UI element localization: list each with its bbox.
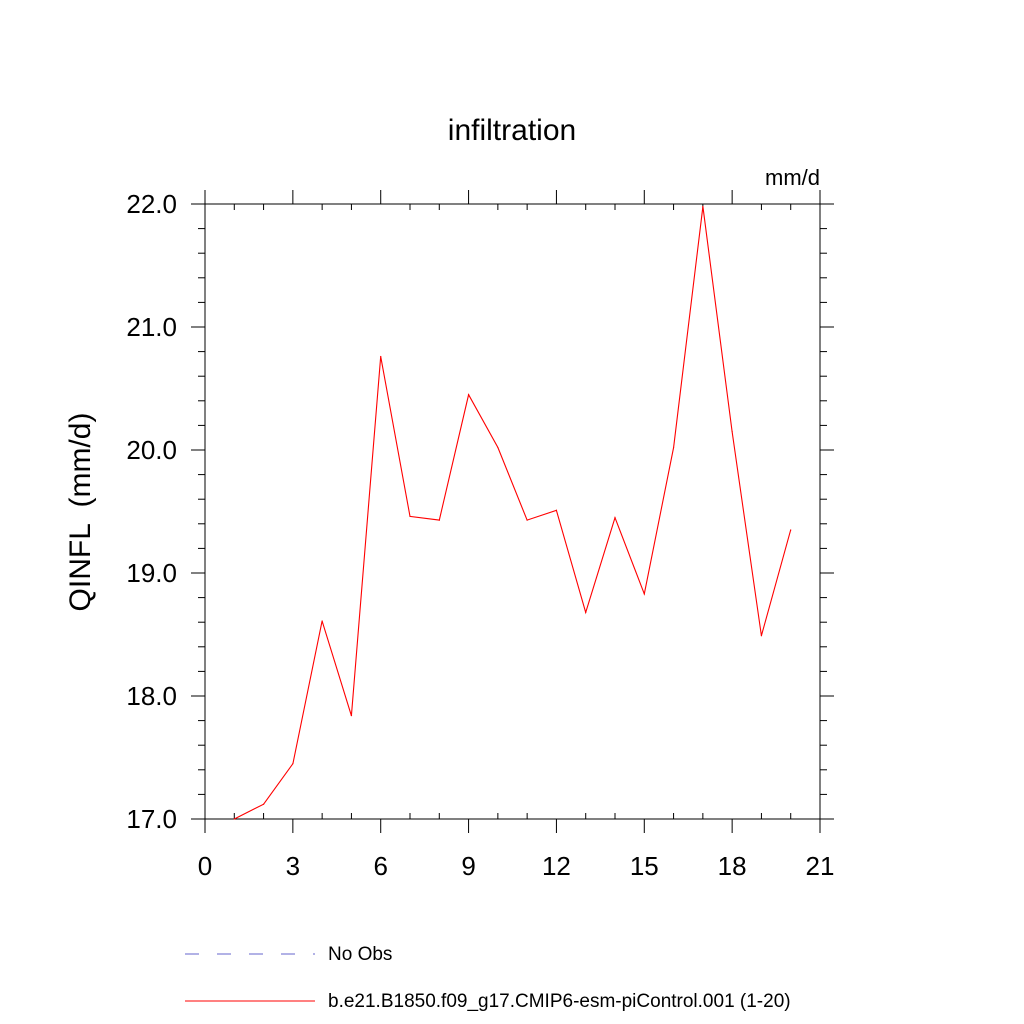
- data-point: [262, 803, 265, 805]
- x-tick-label: 9: [461, 851, 475, 881]
- data-point: [526, 519, 528, 521]
- plot-frame: [204, 203, 821, 820]
- data-point: [643, 593, 645, 595]
- data-point: [409, 515, 411, 518]
- legend-label-control-run: b.e21.B1850.f09_g17.CMIP6-esm-piControl.…: [328, 991, 791, 1012]
- x-tick-label: 6: [373, 851, 387, 881]
- data-point: [467, 394, 470, 396]
- x-tick-label: 15: [630, 851, 659, 881]
- data-point: [497, 446, 499, 449]
- y-tick-label: 21.0: [126, 312, 177, 342]
- x-tick-label: 21: [806, 851, 835, 881]
- axis-ticks: [191, 190, 834, 833]
- data-point: [672, 446, 675, 449]
- data-point: [731, 430, 733, 433]
- y-tick-label: 17.0: [126, 804, 177, 834]
- y-tick-label: 20.0: [126, 435, 177, 465]
- data-point: [760, 635, 763, 637]
- data-point: [321, 620, 323, 622]
- y-axis-label: QINFL (mm/d): [64, 413, 97, 612]
- chart-title: infiltration: [448, 114, 576, 147]
- x-tick-label: 18: [718, 851, 747, 881]
- data-point: [233, 818, 235, 820]
- data-point: [350, 715, 353, 717]
- data-point: [585, 611, 587, 613]
- series-line-0: [234, 206, 792, 820]
- x-tick-label: 12: [542, 851, 571, 881]
- data-point: [790, 529, 792, 531]
- data-point: [292, 763, 294, 765]
- y-tick-label: 18.0: [126, 681, 177, 711]
- x-tick-label: 3: [286, 851, 300, 881]
- units-label: mm/d: [765, 165, 820, 190]
- data-point: [555, 509, 558, 511]
- series-layer: [233, 205, 792, 820]
- x-tick-label: 0: [198, 851, 212, 881]
- data-point: [438, 519, 440, 521]
- data-point: [702, 205, 704, 208]
- legend-label-no-obs: No Obs: [328, 944, 392, 965]
- axis-tick-labels: 0 3 6 9 12 15 18 21 17.0 18.0 19.0 20.0 21.0 22.0: [126, 189, 834, 881]
- legend: No Obs b.e21.B1850.f09_g17.CMIP6-esm-piC…: [185, 944, 791, 1012]
- y-tick-label: 19.0: [126, 558, 177, 588]
- data-point: [614, 517, 616, 519]
- data-point: [380, 355, 382, 358]
- y-tick-label: 22.0: [126, 189, 177, 219]
